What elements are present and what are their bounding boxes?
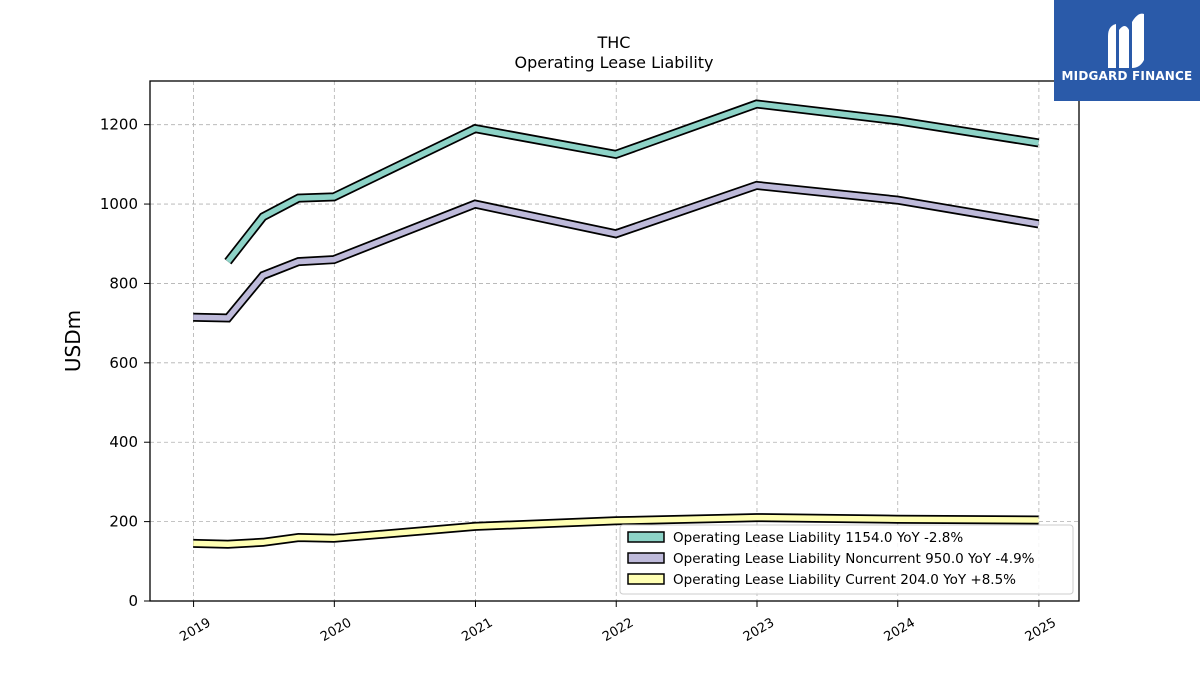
legend: Operating Lease Liability 1154.0 YoY -2.…	[619, 524, 1074, 595]
y-tick-label: 600	[109, 354, 138, 372]
legend-swatch	[627, 552, 665, 564]
series-line-core	[193, 182, 1039, 321]
legend-swatch	[627, 573, 665, 585]
y-axis-label: USDm	[61, 310, 85, 372]
chart-title: THC	[597, 33, 631, 52]
y-tick-label: 0	[128, 592, 138, 610]
logo: MIDGARD FINANCE	[1054, 0, 1200, 101]
x-tick-label: 2025	[1023, 615, 1059, 645]
series-line	[193, 180, 1040, 323]
y-tick-label: 1000	[100, 195, 138, 213]
legend-label: Operating Lease Liability 1154.0 YoY -2.…	[673, 530, 963, 546]
series-line-core	[225, 101, 1039, 264]
x-tick-label: 2021	[459, 615, 495, 645]
legend-swatch	[627, 531, 665, 543]
x-tick-label: 2022	[600, 615, 636, 645]
series-line	[193, 513, 1039, 549]
plot-frame	[149, 80, 1080, 602]
logo-mark-icon	[1108, 13, 1144, 68]
series-layer	[193, 99, 1040, 549]
legend-label: Operating Lease Liability Current 204.0 …	[673, 572, 1016, 588]
legend-label: Operating Lease Liability Noncurrent 950…	[673, 551, 1035, 567]
series-line-core	[193, 514, 1039, 547]
legend-frame	[619, 524, 1074, 595]
x-tick-label: 2020	[318, 615, 354, 645]
y-tick-label: 400	[109, 433, 138, 451]
logo-text: MIDGARD FINANCE	[1061, 69, 1193, 83]
series-line	[224, 99, 1040, 265]
series-line-outline	[224, 99, 1040, 265]
y-tick-label: 200	[109, 513, 138, 531]
y-tick-label: 800	[109, 274, 138, 292]
y-tick-label: 1200	[100, 116, 138, 134]
x-tick-label: 2019	[177, 615, 213, 645]
chart-subtitle: Operating Lease Liability	[514, 53, 713, 72]
x-tick-label: 2023	[741, 615, 777, 645]
x-tick-label: 2024	[882, 615, 918, 645]
